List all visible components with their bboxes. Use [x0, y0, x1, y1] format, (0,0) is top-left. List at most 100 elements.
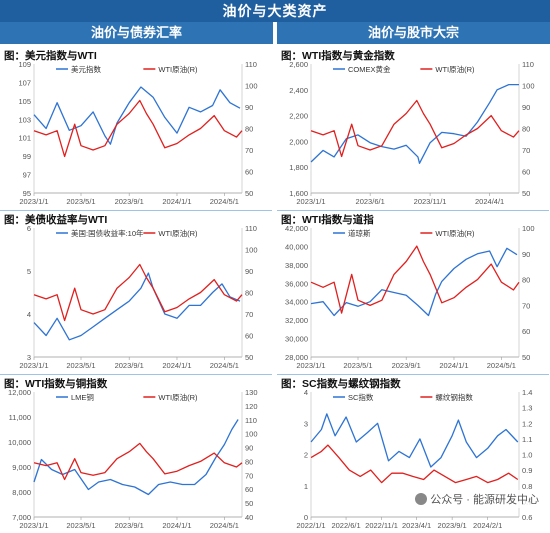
left-tick-label: 38,000 — [285, 261, 308, 270]
left-tick-label: 2 — [304, 451, 308, 460]
right-tick-label: 90 — [245, 103, 253, 112]
right-tick-label: 100 — [245, 82, 258, 91]
left-tick-label: 2,600 — [289, 60, 308, 69]
x-tick-label: 2023/1/1 — [19, 197, 48, 206]
legend-label: WTI原油(R) — [435, 228, 475, 238]
left-tick-label: 8,000 — [12, 488, 31, 497]
panel-usd-wti: 图：美元指数与WTI 109 107 105 103 101 99 97 95 110 100 90… — [0, 46, 272, 209]
right-section-header: 油价与股市大宗 — [277, 22, 550, 44]
panel-sc-rebar: 图：SC指数与螺纹钢指数 4 3 2 1 0 1.4 1.3 1.2 1.1 1.0 0.9 0.8 0… — [277, 374, 549, 533]
right-tick-label: 60 — [245, 332, 253, 341]
right-tick-label: 1.4 — [522, 388, 532, 397]
left-tick-label: 2,400 — [289, 86, 308, 95]
panel-title: 图：WTI指数与铜指数 — [4, 378, 108, 390]
legend-label: WTI原油(R) — [158, 64, 198, 74]
series-line-secondary — [33, 99, 243, 158]
chart-usd-wti: 109 107 105 103 101 99 97 95 110 100 90 80 70 60 50 202… — [18, 60, 258, 206]
left-tick-label: 1 — [304, 482, 308, 491]
right-tick-label: 1.1 — [522, 435, 532, 444]
right-tick-label: 100 — [245, 246, 258, 255]
panel-title: 图：SC指数与螺纹钢指数 — [281, 378, 401, 390]
series-line-secondary — [310, 99, 520, 158]
right-tick-label: 50 — [245, 353, 253, 362]
header-divider — [273, 22, 277, 44]
left-tick-label: 42,000 — [285, 224, 308, 233]
series-line-secondary — [310, 245, 520, 314]
x-tick-label: 2023/11/1 — [414, 197, 447, 206]
chart-gold-wti: 2,600 2,400 2,200 2,000 1,800 1,600 110 100 90 80… — [289, 60, 534, 206]
right-tick-label: 0.6 — [522, 513, 532, 522]
x-tick-label: 2023/4/1 — [402, 521, 431, 530]
x-tick-label: 2024/5/1 — [210, 361, 239, 370]
right-tick-label: 1.2 — [522, 419, 532, 428]
legend-label: 道琼斯 — [348, 228, 371, 238]
x-tick-label: 2023/1/1 — [296, 361, 325, 370]
legend-label: 美国:国债收益率:10年 — [71, 228, 144, 238]
panel-title: 图：WTI指数与道指 — [281, 214, 374, 226]
watermark: 公众号 · 能源研发中心 — [412, 490, 542, 508]
right-tick-label: 80 — [245, 289, 253, 298]
panel-gold-wti: 图：WTI指数与黄金指数 2,600 2,400 2,200 2,000 1,800 1,… — [277, 46, 549, 209]
x-tick-label: 2024/2/1 — [473, 521, 502, 530]
left-tick-label: 3 — [304, 419, 308, 428]
right-tick-label: 120 — [245, 402, 258, 411]
x-tick-label: 2024/5/1 — [487, 361, 516, 370]
x-tick-label: 2022/11/1 — [365, 521, 398, 530]
left-tick-label: 40,000 — [285, 242, 308, 251]
legend-label: WTI原油(R) — [158, 228, 198, 238]
right-tick-label: 70 — [522, 146, 530, 155]
x-tick-label: 2023/9/1 — [115, 521, 144, 530]
x-tick-label: 2024/1/1 — [162, 361, 191, 370]
left-tick-label: 7,000 — [12, 513, 31, 522]
left-tick-label: 9,000 — [12, 463, 31, 472]
panel-copper-wti: 图：WTI指数与铜指数 12,000 11,000 10,000 9,000 8,000… — [0, 374, 272, 533]
panel-divider — [277, 374, 549, 375]
left-tick-label: 0 — [304, 513, 308, 522]
x-tick-label: 2024/4/1 — [475, 197, 504, 206]
right-tick-label: 60 — [245, 168, 253, 177]
panel-ust-wti: 图：美债收益率与WTI 6 5 4 3 110 100 90 80 70 60 50 2023/1/1… — [0, 210, 272, 373]
left-tick-label: 30,000 — [285, 335, 308, 344]
panel-dow-wti: 图：WTI指数与道指 42,000 40,000 38,000 36,000 34,00… — [277, 210, 549, 373]
x-tick-label: 2023/1/1 — [19, 521, 48, 530]
left-tick-label: 105 — [18, 97, 31, 106]
right-tick-label: 80 — [522, 276, 530, 285]
left-tick-label: 10,000 — [8, 438, 31, 447]
right-tick-label: 100 — [522, 224, 535, 233]
series-line-primary — [310, 247, 518, 317]
chart-sc-rebar: 432101.41.31.21.11.00.90.80.70.62022/1/1… — [296, 388, 532, 530]
right-tick-label: 80 — [245, 457, 253, 466]
chart-ust-wti: 6 5 4 3 110 100 90 80 70 60 50 2023/1/1 2023/5/1 2023… — [19, 224, 258, 370]
x-tick-label: 2023/9/1 — [115, 197, 144, 206]
x-tick-label: 2024/1/1 — [439, 361, 468, 370]
right-tick-label: 80 — [522, 125, 530, 134]
right-tick-label: 80 — [245, 125, 253, 134]
x-tick-label: 2022/6/1 — [331, 521, 360, 530]
series-line-secondary — [33, 442, 243, 481]
left-section-header: 油价与债券汇率 — [0, 22, 273, 44]
legend-label: WTI原油(R) — [435, 64, 475, 74]
right-tick-label: 90 — [245, 444, 253, 453]
wechat-icon — [415, 493, 428, 505]
watermark-text: 公众号 · 能源研发中心 — [430, 494, 539, 506]
left-tick-label: 2,000 — [289, 137, 308, 146]
panel-divider — [0, 374, 272, 375]
right-tick-label: 40 — [245, 513, 253, 522]
series-line-primary — [33, 86, 241, 145]
panel-divider — [277, 210, 549, 211]
right-tick-label: 110 — [245, 224, 257, 233]
chart-copper-wti: 12,000 11,000 10,000 9,000 8,000 7,000 130 120 1… — [8, 388, 258, 530]
x-tick-label: 2024/1/1 — [162, 197, 191, 206]
x-tick-label: 2023/5/1 — [66, 197, 95, 206]
x-tick-label: 2024/1/1 — [162, 521, 191, 530]
left-tick-label: 11,000 — [9, 413, 31, 422]
left-tick-label: 32,000 — [285, 316, 308, 325]
right-tick-label: 70 — [245, 471, 253, 480]
x-tick-label: 2024/5/1 — [210, 197, 239, 206]
x-tick-label: 2023/9/1 — [438, 521, 467, 530]
right-tick-label: 50 — [522, 353, 530, 362]
left-tick-label: 12,000 — [8, 388, 31, 397]
left-tick-label: 5 — [27, 267, 31, 276]
right-tick-label: 90 — [522, 250, 530, 259]
left-tick-label: 4 — [27, 310, 31, 319]
